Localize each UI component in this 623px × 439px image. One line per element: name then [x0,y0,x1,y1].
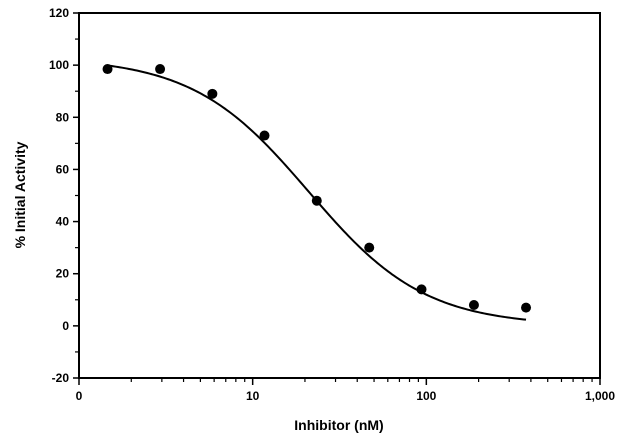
y-axis-ticks: -20 0 20 40 60 80 100 120 [49,6,79,385]
y-tick-label: 80 [56,110,70,124]
y-tick-label: 20 [56,267,70,281]
data-point [468,300,479,310]
data-point [364,242,375,253]
x-tick-label: 1,000 [585,389,615,403]
y-tick-label: 0 [62,319,69,333]
y-tick-label: 40 [56,215,70,229]
data-point [155,64,166,75]
x-tick-label: 10 [246,389,260,403]
y-tick-label: -20 [52,371,70,385]
x-axis-ticks: 0 10 100 1,000 [76,378,615,403]
fit-curve [107,64,527,321]
data-point [207,88,218,99]
x-tick-label: 100 [416,389,436,403]
data-point [259,130,270,141]
x-tick-label: 0 [76,389,83,403]
data-point [416,284,427,295]
data-point [311,195,322,206]
x-axis-title: Inhibitor (nM) [294,417,383,433]
y-tick-label: 100 [49,58,69,72]
y-tick-label: 120 [49,6,69,20]
y-tick-label: 60 [56,162,70,176]
data-points [102,64,532,313]
data-point [102,64,113,75]
data-point [521,302,532,313]
y-axis-title: % Initial Activity [12,141,28,248]
